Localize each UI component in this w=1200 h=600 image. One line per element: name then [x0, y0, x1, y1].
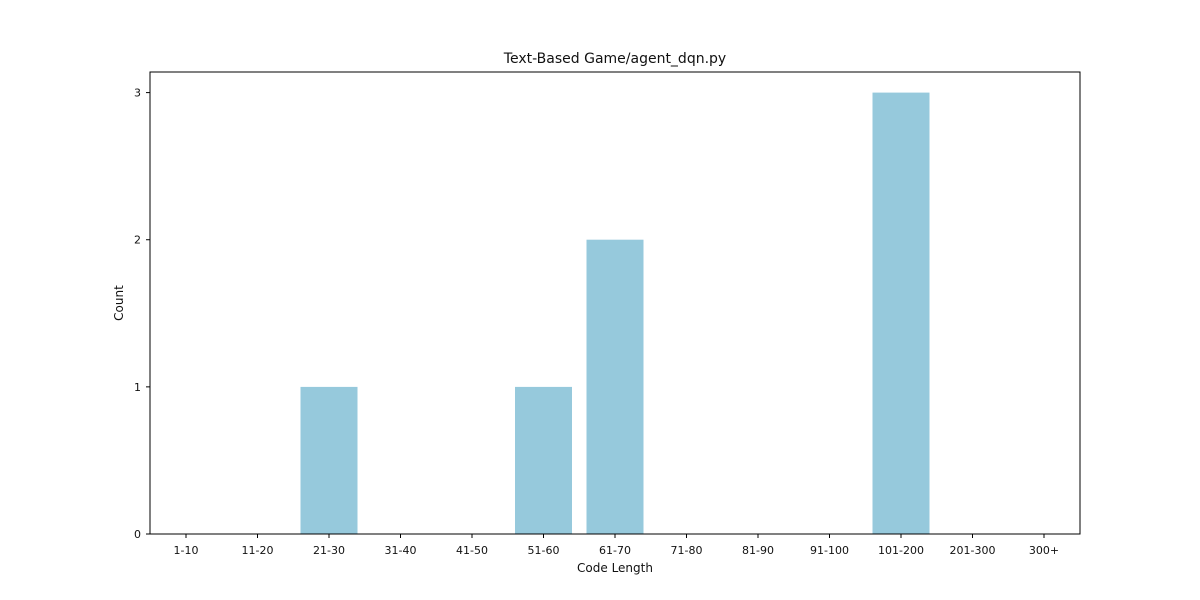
x-tick-label: 11-20	[242, 544, 274, 557]
bars-group	[300, 92, 930, 534]
plot-frame	[149, 71, 1081, 535]
y-tick-label: 2	[134, 234, 141, 247]
x-tick-label: 81-90	[742, 544, 774, 557]
x-tick-label: 201-300	[950, 544, 996, 557]
x-tick-label: 1-10	[174, 544, 199, 557]
x-tick-label: 21-30	[313, 544, 345, 557]
x-tick-label: 41-50	[456, 544, 488, 557]
y-axis: 0 1 2 3	[134, 87, 150, 541]
x-tick-label: 71-80	[671, 544, 703, 557]
x-tick-label: 300+	[1029, 544, 1059, 557]
x-tick-label: 101-200	[878, 544, 924, 557]
bar-61-70	[586, 239, 644, 534]
y-tick-label: 0	[134, 528, 141, 541]
y-tick-label: 1	[134, 381, 141, 394]
x-tick-label: 31-40	[385, 544, 417, 557]
x-axis: 1-10 11-20 21-30 31-40 41-50 51-60 61-70 71-80 8…	[174, 534, 1059, 557]
y-axis-label: Count	[112, 285, 126, 321]
x-axis-label: Code Length	[577, 561, 653, 575]
y-tick-label: 3	[134, 87, 141, 100]
x-tick-label: 51-60	[528, 544, 560, 557]
chart-title: Text-Based Game/agent_dqn.py	[503, 51, 726, 67]
x-tick-label: 61-70	[599, 544, 631, 557]
bar-101-200	[872, 92, 930, 534]
bar-51-60	[515, 386, 572, 534]
x-tick-label: 91-100	[810, 544, 849, 557]
bar-21-30	[300, 386, 358, 534]
